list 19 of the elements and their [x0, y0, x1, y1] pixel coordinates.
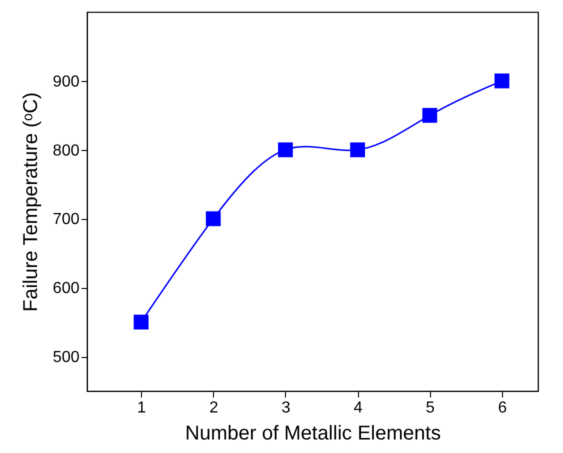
x-tick-label: 1: [137, 400, 146, 416]
x-axis-title: Number of Metallic Elements: [185, 422, 441, 444]
point: [494, 73, 510, 88]
y-tick-label: 900: [52, 73, 80, 90]
point: [350, 142, 366, 158]
x-tick-label: 5: [426, 400, 435, 416]
point: [134, 314, 149, 330]
x-tick-label: 2: [209, 400, 218, 416]
y-tick-label: 600: [52, 280, 80, 298]
y-tick-label: 700: [52, 211, 80, 228]
point: [278, 142, 293, 158]
y-tick-label: 500: [52, 349, 80, 366]
y-tick-label: 800: [52, 142, 80, 160]
x-tick-label: 6: [498, 400, 507, 416]
point: [206, 211, 221, 226]
x-tick-label: 4: [354, 400, 363, 416]
y-axis-title: Failure Temperature (ᵒC): [20, 92, 42, 312]
point: [422, 108, 438, 123]
x-tick-label: 3: [281, 400, 290, 416]
